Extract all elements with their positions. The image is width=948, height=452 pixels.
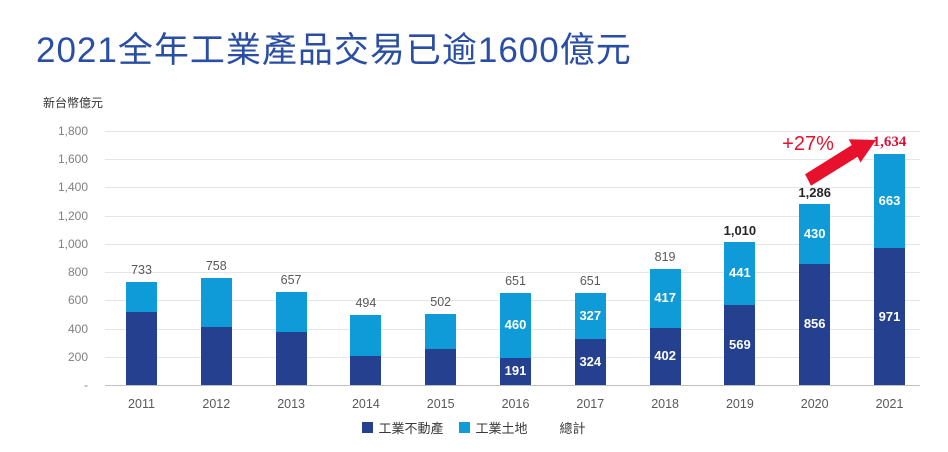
total-label-2019: 1,010 xyxy=(723,223,757,239)
total-label-2013: 657 xyxy=(280,273,302,288)
x-tick-2019: 2019 xyxy=(725,397,754,411)
bar-2011-industrial-land xyxy=(126,281,157,313)
bar-2021-industrial-property: 971 xyxy=(874,247,905,385)
bar-2019-industrial-property: 569 xyxy=(724,304,756,385)
bar-2015-industrial-property xyxy=(425,349,457,385)
bar-2016-industrial-land: 460 xyxy=(500,293,531,359)
gridline xyxy=(105,187,920,189)
bar-2011-industrial-property xyxy=(126,312,157,385)
total-label-2015: 502 xyxy=(430,295,452,310)
y-tick-label: 800 xyxy=(67,265,88,280)
x-tick-2015: 2015 xyxy=(426,397,455,411)
segment-value-label: 441 xyxy=(729,265,751,281)
total-label-2017: 651 xyxy=(579,274,601,289)
x-tick-2018: 2018 xyxy=(651,397,679,411)
y-tick-label: - xyxy=(84,378,88,392)
segment-value-label: 569 xyxy=(729,336,751,352)
segment-value-label: 856 xyxy=(803,316,826,332)
total-label-2021: 1,634 xyxy=(872,134,907,151)
y-tick-label: 1,400 xyxy=(57,180,88,195)
x-tick-2017: 2017 xyxy=(576,397,605,411)
x-tick-2016: 2016 xyxy=(501,397,530,411)
bar-2013-industrial-land xyxy=(275,292,307,332)
total-label-2012: 758 xyxy=(205,259,227,274)
total-label-2011: 733 xyxy=(131,262,152,277)
bar-2015-industrial-land xyxy=(425,314,457,350)
y-tick-label: 1,600 xyxy=(57,152,88,167)
segment-value-label: 971 xyxy=(878,308,901,324)
bar-2018-industrial-property: 402 xyxy=(649,328,681,385)
bar-2012-industrial-land xyxy=(200,278,232,327)
total-label-2020: 1,286 xyxy=(798,184,831,200)
legend-item-industrial-land: 工業土地 xyxy=(459,418,528,437)
x-axis-line xyxy=(105,385,920,386)
growth-annotation: +27% xyxy=(782,133,834,155)
legend-swatch-industrial-land xyxy=(459,422,471,433)
gridline xyxy=(105,215,920,217)
legend-swatch-total xyxy=(544,422,555,433)
gridline xyxy=(105,159,920,161)
y-tick-label: 400 xyxy=(67,321,88,336)
segment-value-label: 324 xyxy=(579,354,602,370)
segment-value-label: 191 xyxy=(504,363,527,379)
total-label-2016: 651 xyxy=(505,274,526,289)
bar-2014-industrial-property xyxy=(350,356,382,385)
legend-label: 總計 xyxy=(559,421,586,436)
legend-label: 工業不動產 xyxy=(378,421,444,436)
bar-2019-industrial-land: 441 xyxy=(724,242,756,305)
x-tick-2021: 2021 xyxy=(875,397,904,411)
bar-2012-industrial-property xyxy=(200,326,232,385)
total-label-2018: 819 xyxy=(654,250,676,265)
y-axis-unit-label: 新台幣億元 xyxy=(43,96,104,110)
bar-2021-industrial-land: 663 xyxy=(874,154,905,248)
x-tick-2012: 2012 xyxy=(202,397,231,411)
legend-label: 工業土地 xyxy=(475,421,528,436)
gridline xyxy=(105,272,920,274)
bar-2014-industrial-land xyxy=(350,315,382,357)
x-tick-2014: 2014 xyxy=(351,397,380,411)
bar-2016-industrial-property: 191 xyxy=(500,358,531,385)
bar-2020-industrial-land: 430 xyxy=(799,203,831,265)
x-tick-2013: 2013 xyxy=(277,397,305,411)
x-tick-2020: 2020 xyxy=(800,397,829,411)
bar-2013-industrial-property xyxy=(275,331,307,385)
page-title: 2021全年工業產品交易已逾1600億元 xyxy=(36,31,632,70)
y-tick-label: 200 xyxy=(67,349,88,364)
bar-2018-industrial-land: 417 xyxy=(649,269,681,329)
segment-value-label: 430 xyxy=(803,225,826,241)
total-label-2014: 494 xyxy=(355,296,377,311)
gridline xyxy=(105,243,920,245)
bar-2020-industrial-property: 856 xyxy=(799,264,831,385)
segment-value-label: 402 xyxy=(654,348,676,364)
y-tick-label: 1,800 xyxy=(57,124,88,138)
chart-legend: 工業不動產 工業土地 總計 xyxy=(0,418,948,437)
bar-2017-industrial-land: 327 xyxy=(574,293,606,340)
segment-value-label: 327 xyxy=(579,308,602,324)
legend-swatch-industrial-property xyxy=(362,422,374,433)
legend-item-total: 總計 xyxy=(544,418,586,437)
x-tick-2011: 2011 xyxy=(128,397,155,411)
growth-arrow-icon xyxy=(805,139,876,186)
segment-value-label: 460 xyxy=(504,317,527,333)
y-tick-label: 600 xyxy=(67,293,88,308)
y-tick-label: 1,000 xyxy=(57,236,88,251)
segment-value-label: 663 xyxy=(878,193,901,209)
legend-item-industrial-property: 工業不動產 xyxy=(362,418,443,437)
segment-value-label: 417 xyxy=(654,290,676,306)
gridline xyxy=(105,131,920,132)
bar-2017-industrial-property: 324 xyxy=(574,339,606,385)
y-tick-label: 1,200 xyxy=(57,208,88,223)
